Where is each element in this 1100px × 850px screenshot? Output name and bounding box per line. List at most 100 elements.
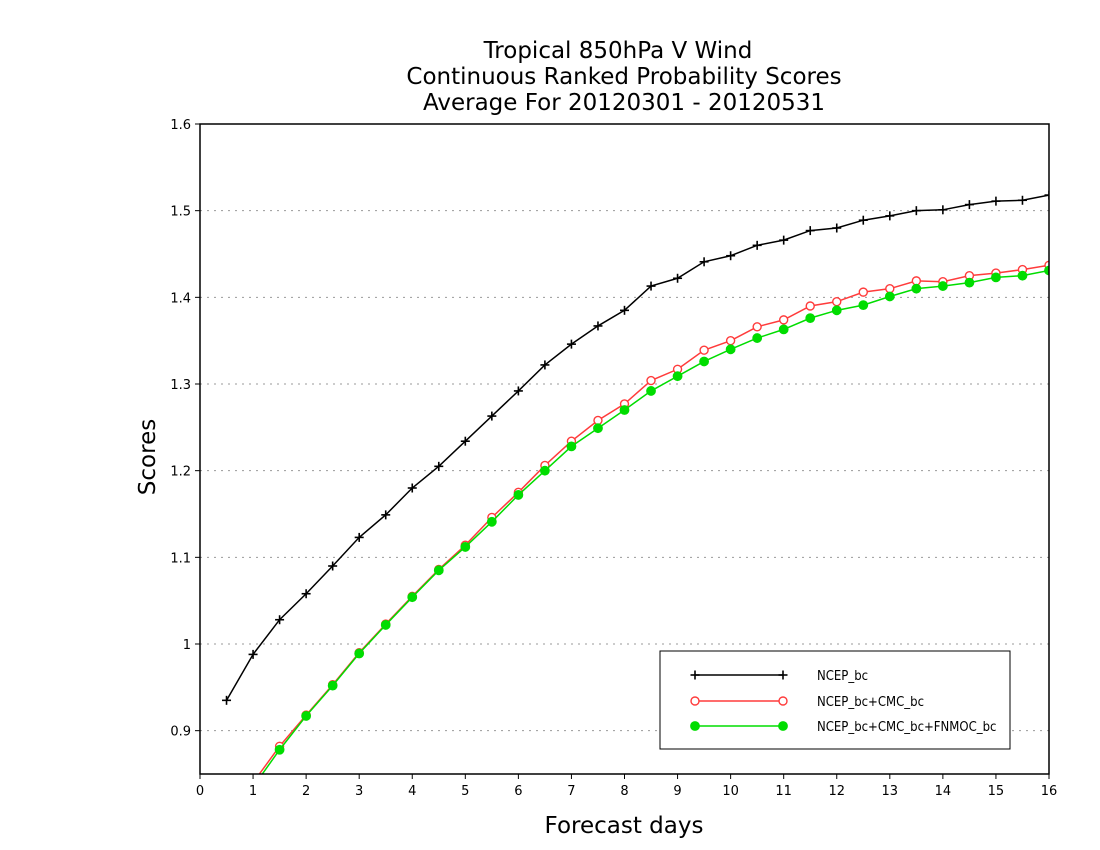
data-point	[646, 375, 656, 386]
series-layer	[222, 190, 1049, 826]
data-point	[911, 206, 921, 216]
x-tick-label: 15	[988, 784, 1005, 799]
data-point	[540, 360, 550, 370]
data-point	[460, 436, 470, 446]
data-point	[725, 335, 736, 346]
data-point	[805, 226, 815, 236]
y-tick-label: 1.3	[170, 378, 191, 393]
data-point	[248, 649, 258, 659]
x-tick-label: 5	[461, 784, 469, 799]
x-tick-label: 4	[408, 784, 416, 799]
data-point	[779, 235, 789, 245]
data-point	[433, 565, 444, 576]
data-point	[885, 211, 895, 221]
data-point	[1017, 195, 1027, 205]
data-point	[964, 200, 974, 210]
data-point	[858, 300, 869, 311]
chart-title-line-1: Tropical 850hPa V Wind	[483, 38, 753, 64]
data-point	[964, 277, 975, 288]
legend-marker	[690, 670, 700, 680]
data-point	[937, 281, 948, 291]
x-tick-label: 10	[722, 784, 739, 799]
data-point	[566, 441, 577, 452]
data-point	[434, 461, 444, 471]
data-point	[513, 386, 523, 396]
legend-item-3: NCEP_bc+CMC_bc+FNMOC_bc	[690, 720, 996, 735]
data-point	[407, 592, 418, 603]
data-point	[831, 305, 842, 316]
legend-marker	[778, 670, 788, 680]
data-point	[832, 223, 842, 233]
data-point	[328, 561, 338, 571]
data-point	[487, 411, 497, 421]
grid-lines	[200, 210, 1049, 732]
data-point	[752, 322, 762, 332]
x-tick-label: 16	[1041, 784, 1058, 799]
data-point	[301, 589, 311, 599]
x-tick-label: 7	[567, 784, 575, 799]
data-point	[460, 542, 471, 552]
series-3	[222, 265, 1049, 826]
x-tick-label: 14	[935, 784, 952, 799]
data-point	[619, 405, 630, 415]
x-tick-label: 6	[514, 784, 522, 799]
data-point	[805, 313, 816, 324]
data-point	[354, 532, 364, 542]
data-point	[593, 321, 603, 331]
x-tick-label: 8	[620, 784, 628, 799]
legend-box	[659, 650, 1011, 750]
y-tick-label: 1	[183, 638, 191, 653]
data-point	[778, 315, 789, 325]
y-tick-label: 1.5	[170, 205, 191, 220]
data-point	[752, 333, 763, 343]
data-point	[858, 215, 868, 225]
data-point	[354, 648, 365, 659]
data-point	[223, 813, 231, 821]
data-point	[991, 196, 1001, 206]
legend-item-1: NCEP_bc	[690, 669, 868, 684]
x-tick-label: 0	[196, 784, 204, 799]
data-point	[858, 287, 868, 297]
legend-item-2: NCEP_bc+CMC_bc	[690, 695, 924, 710]
data-point	[673, 273, 683, 283]
y-tick-label: 0.9	[170, 725, 191, 740]
x-tick-label: 3	[355, 784, 363, 799]
data-point	[646, 281, 656, 291]
data-point	[275, 615, 285, 625]
data-point	[593, 423, 603, 434]
y-tick-label: 1.4	[170, 291, 191, 306]
x-tick-label: 9	[673, 784, 681, 799]
y-tick-label: 1.2	[170, 465, 191, 480]
legend-marker	[690, 721, 700, 731]
legend-label: NCEP_bc+CMC_bc	[817, 695, 924, 710]
y-tick-label: 1.6	[170, 118, 191, 133]
legend-marker	[778, 696, 788, 706]
legend: NCEP_bc NCEP_bc+CMC_bc NCEP_bc+CMC_bc+FNMO…	[659, 650, 1011, 750]
data-point	[274, 744, 285, 755]
x-axis-label: Forecast days	[545, 813, 704, 839]
data-point	[222, 817, 231, 826]
data-point	[301, 711, 312, 721]
data-point	[620, 305, 629, 315]
legend-marker	[778, 721, 788, 731]
series-line	[225, 194, 1049, 701]
data-point	[380, 620, 391, 630]
x-tick-label: 12	[828, 784, 845, 799]
data-point	[938, 205, 948, 215]
x-tick-label: 1	[249, 784, 257, 799]
data-point	[832, 296, 842, 307]
data-point	[1044, 265, 1049, 276]
data-point	[540, 465, 550, 476]
data-point	[991, 272, 1001, 283]
data-point	[327, 680, 338, 691]
data-point	[752, 240, 762, 250]
data-point	[884, 291, 895, 302]
data-point	[646, 386, 656, 396]
data-point	[699, 356, 709, 367]
data-point	[699, 257, 709, 267]
legend-label: NCEP_bc+CMC_bc+FNMOC_bc	[817, 720, 996, 735]
x-tick-label: 2	[302, 784, 310, 799]
chart-title-line-2: Continuous Ranked Probability Scores	[406, 64, 841, 90]
